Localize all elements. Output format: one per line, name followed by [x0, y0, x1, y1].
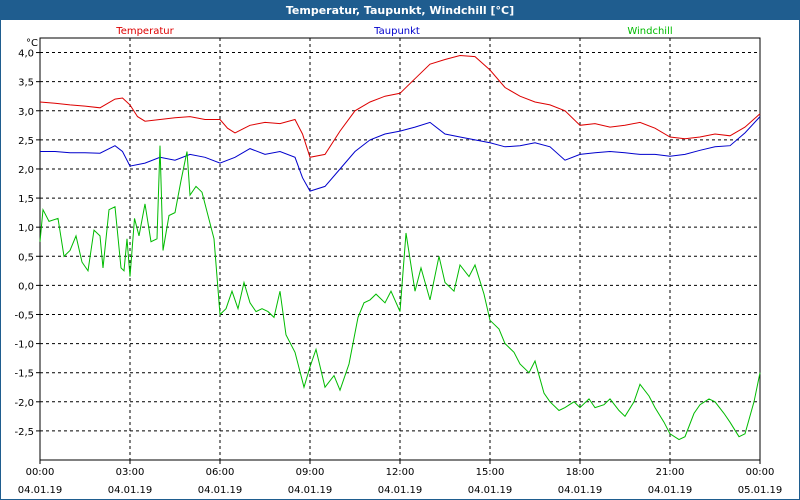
x-tick-date: 04.01.19: [648, 485, 693, 496]
x-tick-date: 04.01.19: [108, 485, 153, 496]
series-lines: [39, 54, 761, 441]
x-tick-date: 05.01.19: [738, 485, 783, 496]
x-tick-time: 12:00: [386, 467, 415, 478]
legend-windchill: Windchill: [627, 26, 672, 37]
y-tick-label: 2,0: [18, 165, 34, 176]
x-tick-time: 18:00: [566, 467, 595, 478]
x-tick-time: 09:00: [296, 467, 325, 478]
y-axis-tick-labels: 4,0 3,5 3,0 2,5 2,0 1,5 1,0 0,5 0,0 -0,5 -1,0 -1,5 -…: [14, 49, 34, 438]
series-line-taupunkt: [40, 116, 761, 192]
y-tick-label: -2,5: [14, 427, 34, 438]
y-tick-label: 2,5: [18, 136, 34, 147]
grid: [40, 38, 760, 460]
y-axis-unit-label: °C: [26, 38, 38, 49]
window-title: Temperatur, Taupunkt, Windchill [°C]: [1, 1, 799, 20]
x-axis-tick-labels: 00:00 04.01.19 03:00 04.01.19 06:00 04.01.19 0…: [18, 467, 783, 496]
x-tick-time: 00:00: [26, 467, 55, 478]
series-line-windchill: [39, 145, 761, 441]
y-tick-label: -2,0: [14, 398, 34, 409]
x-tick-time: 03:00: [116, 467, 145, 478]
y-tick-label: -1,5: [14, 369, 34, 380]
chart: 4,0 3,5 3,0 2,5 2,0 1,5 1,0 0,5 0,0 -0,5 -1,0 -1,5 -…: [14, 26, 783, 496]
y-tick-label: 3,5: [18, 78, 34, 89]
y-tick-label: -1,0: [14, 340, 34, 351]
x-tick-date: 04.01.19: [558, 485, 603, 496]
x-tick-time: 06:00: [206, 467, 235, 478]
y-tick-label: 1,0: [18, 223, 34, 234]
x-tick-date: 04.01.19: [18, 485, 63, 496]
series-line-temperatur: [39, 54, 761, 158]
y-tick-label: -0,5: [14, 310, 34, 321]
y-tick-label: 0,0: [18, 281, 34, 292]
x-tick-date: 04.01.19: [468, 485, 513, 496]
y-tick-label: 1,5: [18, 194, 34, 205]
x-tick-time: 15:00: [476, 467, 505, 478]
x-tick-date: 04.01.19: [378, 485, 423, 496]
y-tick-label: 0,5: [18, 252, 34, 263]
x-tick-date: 04.01.19: [288, 485, 333, 496]
x-tick-time: 21:00: [656, 467, 685, 478]
legend-temperatur: Temperatur: [115, 26, 174, 37]
x-tick-time: 00:00: [746, 467, 775, 478]
y-tick-label: 3,0: [18, 107, 34, 118]
legend: Temperatur Taupunkt Windchill: [115, 26, 672, 37]
plot-frame: [39, 37, 761, 461]
legend-taupunkt: Taupunkt: [373, 26, 420, 37]
axes: [36, 37, 761, 464]
x-tick-date: 04.01.19: [198, 485, 243, 496]
y-tick-label: 4,0: [18, 49, 34, 60]
